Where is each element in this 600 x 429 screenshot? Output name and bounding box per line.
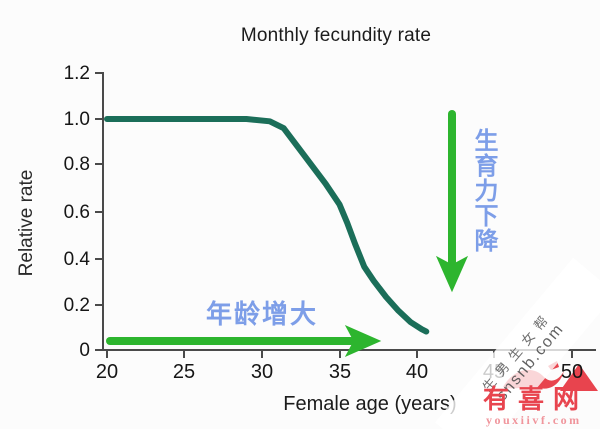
y-tick-label: 0.2 — [63, 295, 90, 316]
y-tick-label: 0.6 — [63, 202, 90, 223]
x-tick-label: 25 — [172, 361, 196, 383]
x-tick-label: 35 — [328, 361, 352, 383]
x-tick-label: 50 — [560, 361, 584, 383]
fertility-decline-arrow-icon — [435, 110, 469, 293]
fertility-decline-annotation: 生育力下降 — [470, 128, 497, 253]
x-axis-label: Female age (years) — [283, 393, 457, 415]
y-tick-label: 1.2 — [63, 63, 90, 84]
y-tick-label: 0.8 — [63, 154, 90, 175]
site-logo-url: youxiivf.com — [486, 413, 582, 427]
fecundity-curve — [104, 116, 430, 335]
age-increase-annotation: 年龄增大 — [206, 299, 319, 329]
y-axis-label: Relative rate — [16, 169, 37, 277]
x-tick-label: 20 — [95, 361, 119, 383]
site-logo-name: 有喜网 — [483, 384, 589, 414]
y-axis-ticks — [95, 72, 103, 351]
y-tick-label: 0.4 — [63, 249, 90, 270]
age-increase-arrow-icon — [106, 324, 382, 358]
chart-title: Monthly fecundity rate — [240, 25, 432, 46]
y-tick-label: 0 — [79, 340, 90, 361]
y-tick-label: 1.0 — [63, 109, 90, 130]
x-tick-label: 30 — [250, 361, 274, 383]
x-tick-label: 40 — [405, 361, 429, 383]
